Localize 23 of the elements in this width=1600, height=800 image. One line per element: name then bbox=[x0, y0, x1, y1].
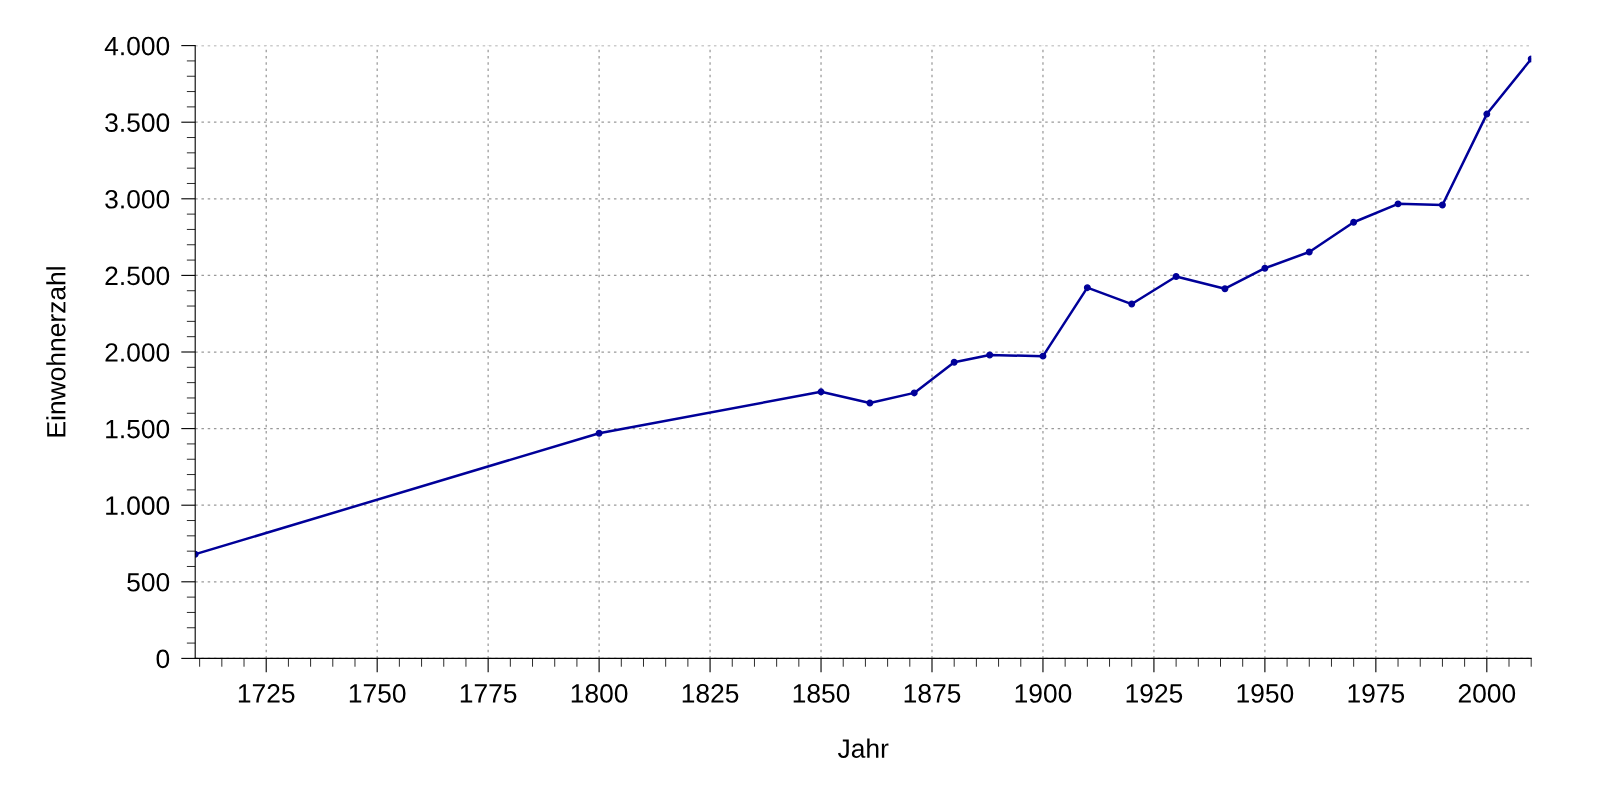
x-tick-label: 1875 bbox=[904, 684, 961, 703]
x-tick-label: 1725 bbox=[238, 684, 295, 703]
y-tick-label: 0 bbox=[156, 649, 170, 669]
y-tick-label: 3.500 bbox=[105, 113, 170, 133]
y-tick-label: 1.000 bbox=[106, 496, 170, 516]
x-axis-title: Jahr bbox=[837, 738, 889, 758]
x-tick-label: 1975 bbox=[1348, 684, 1405, 703]
x-tick-label: 2000 bbox=[1458, 684, 1516, 703]
y-tick-label: 3.000 bbox=[105, 189, 170, 209]
x-tick-label: 1800 bbox=[571, 684, 628, 703]
x-tick-label: 1950 bbox=[1237, 684, 1294, 703]
x-tick-label: 1825 bbox=[682, 684, 739, 703]
x-tick-label: 1900 bbox=[1015, 684, 1072, 703]
x-tick-label: 1750 bbox=[349, 684, 406, 703]
x-tick-label: 1775 bbox=[460, 684, 517, 703]
y-tick-label: 1.500 bbox=[106, 419, 170, 439]
x-tick-label: 1925 bbox=[1126, 684, 1183, 703]
y-tick-label: 2.500 bbox=[105, 266, 170, 286]
y-tick-label: 2.000 bbox=[105, 343, 170, 362]
x-tick-label: 1850 bbox=[793, 684, 850, 703]
y-axis-title: Einwohnerzahl bbox=[46, 267, 66, 437]
y-tick-label: 500 bbox=[127, 572, 170, 592]
y-tick-label: 4.000 bbox=[104, 36, 170, 56]
